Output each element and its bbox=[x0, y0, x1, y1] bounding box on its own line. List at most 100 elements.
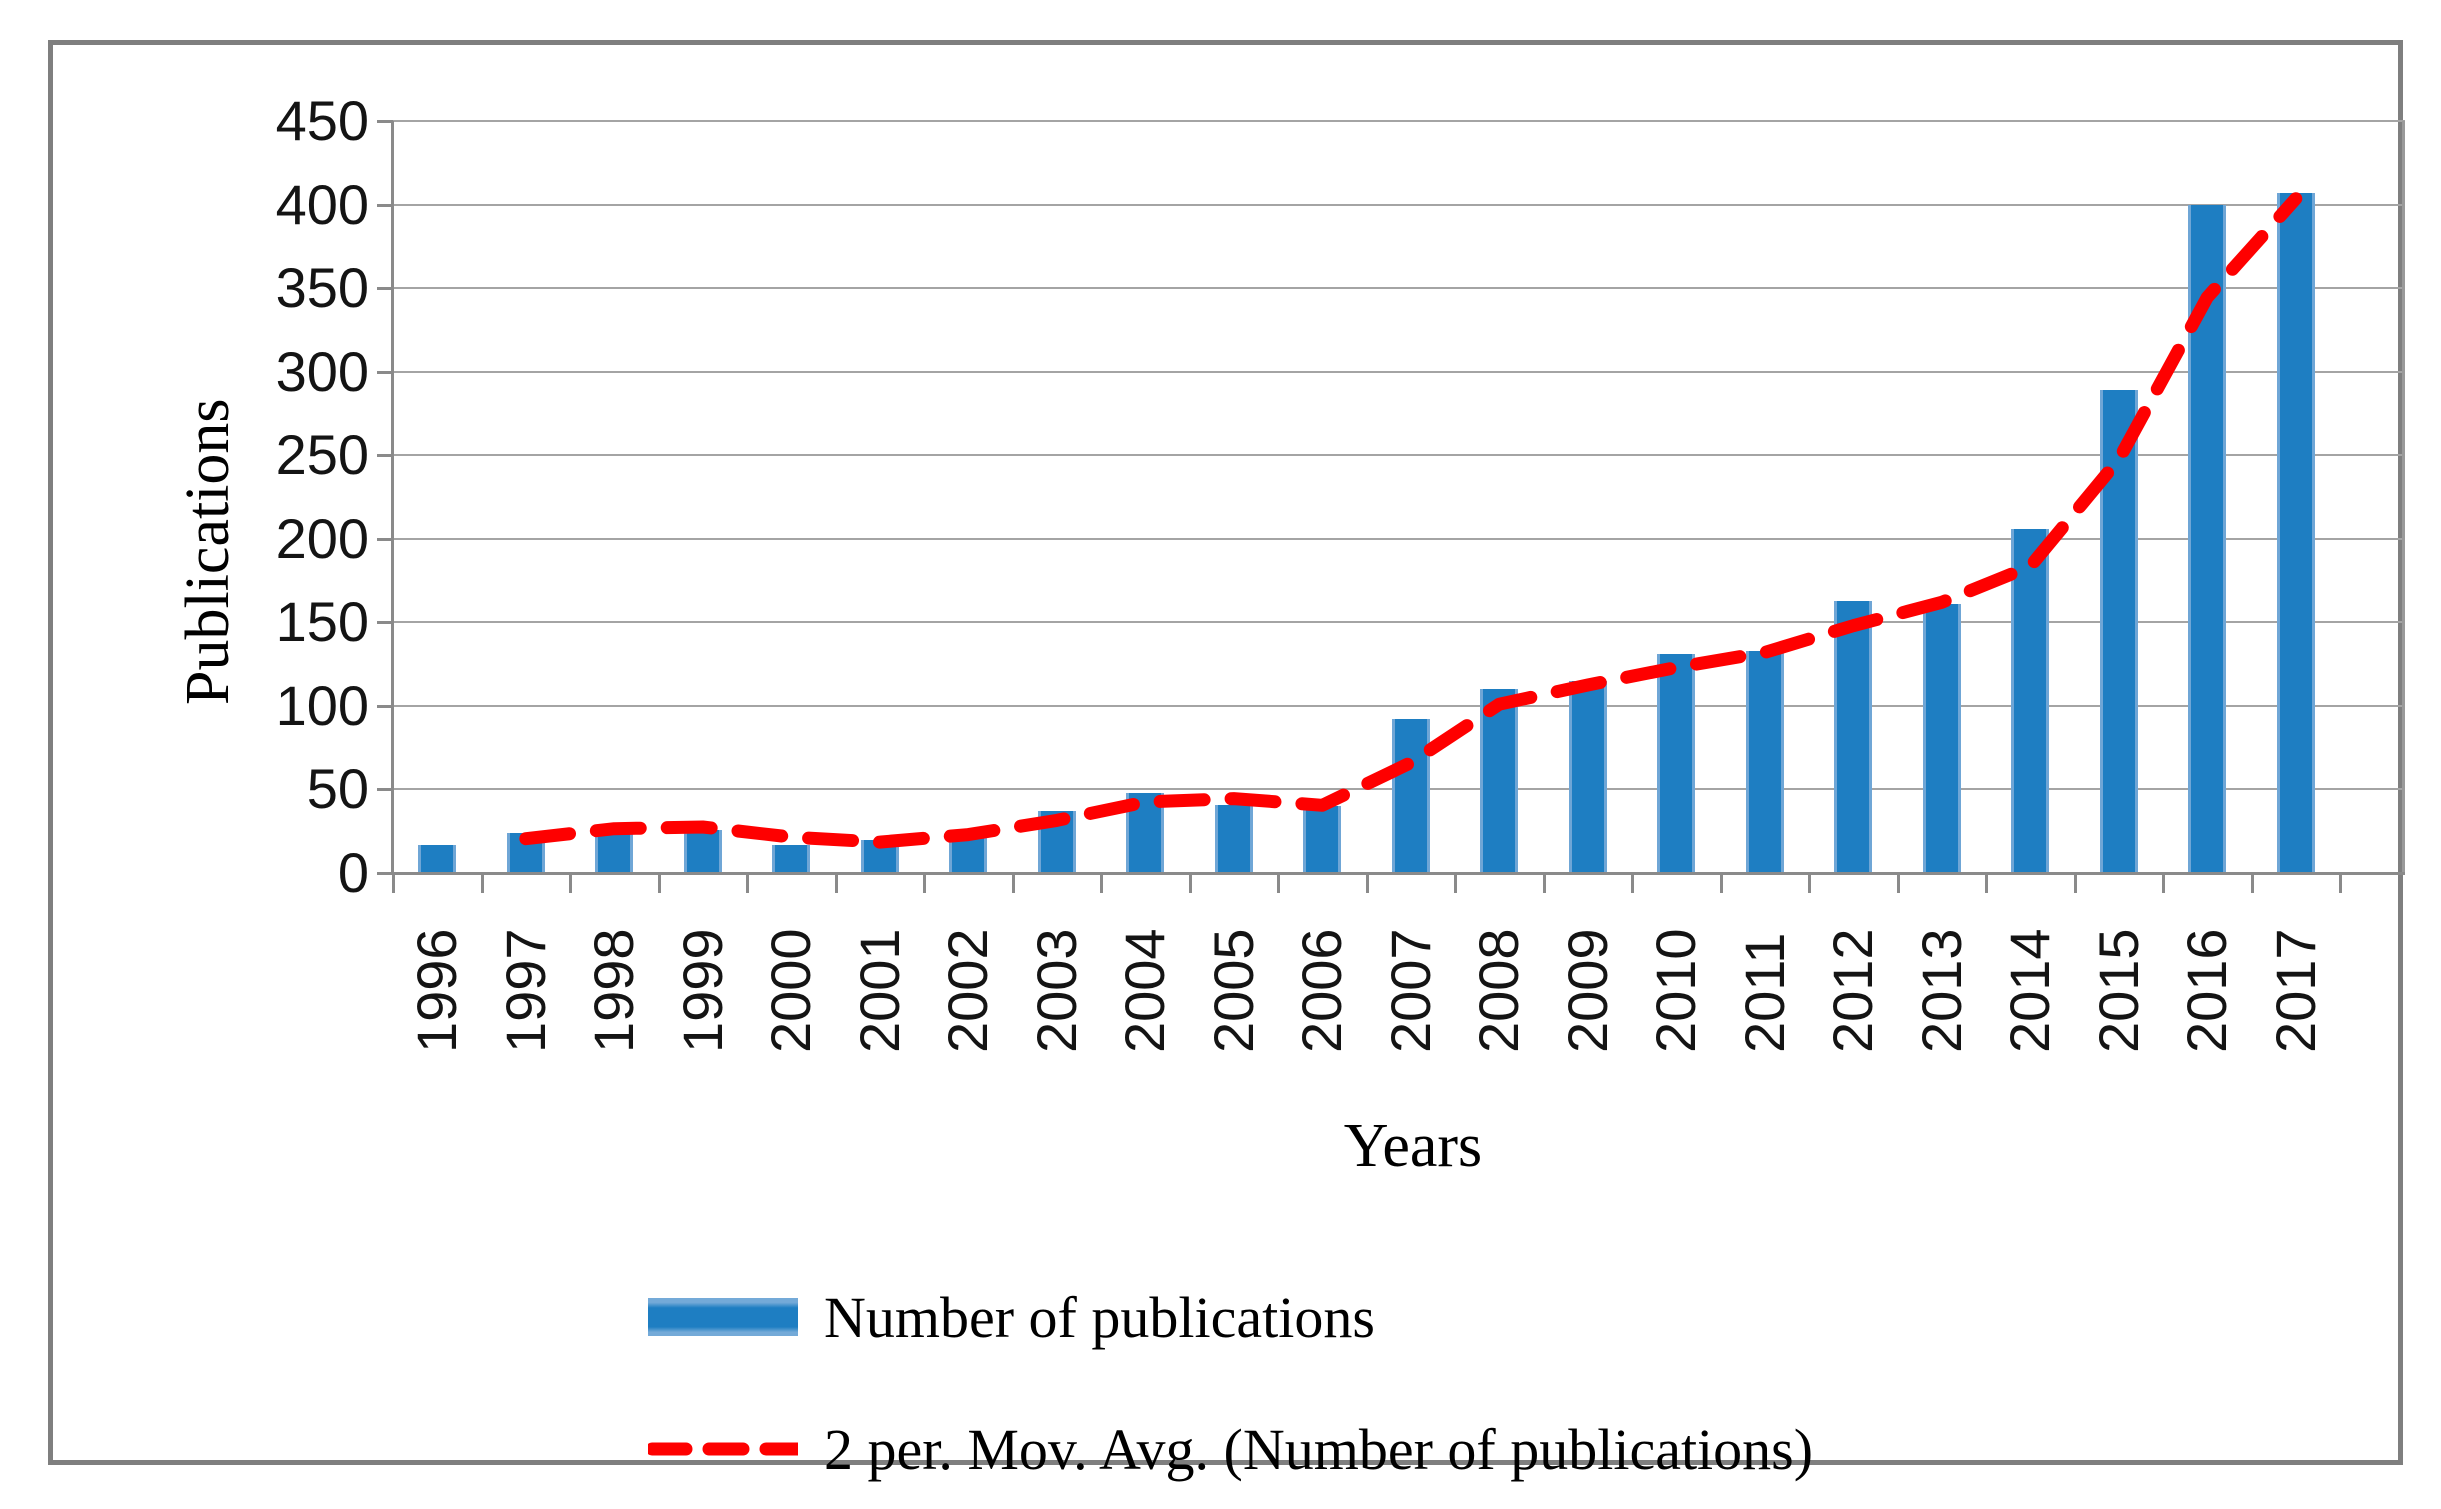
y-tick-label-200: 200 bbox=[275, 506, 369, 570]
y-tick-label-400: 400 bbox=[275, 172, 369, 236]
x-tick-label-2006: 2006 bbox=[1290, 928, 1354, 1053]
x-tick-15 bbox=[1719, 873, 1723, 893]
x-tick-label-2015: 2015 bbox=[2086, 928, 2150, 1053]
gridline-450 bbox=[393, 120, 2405, 122]
x-tick-14 bbox=[1631, 873, 1634, 893]
x-axis-line bbox=[393, 872, 2405, 875]
x-tick-1 bbox=[480, 873, 484, 893]
bar-2017 bbox=[2276, 192, 2315, 873]
x-tick-18 bbox=[1985, 873, 1988, 893]
legend-label: 2 per. Mov. Avg. (Number of publications… bbox=[824, 1416, 1814, 1482]
legend-item-moving-average: 2 per. Mov. Avg. (Number of publications… bbox=[648, 1416, 1814, 1482]
plot-right-border bbox=[2402, 121, 2405, 873]
x-tick-label-2008: 2008 bbox=[1467, 928, 1531, 1053]
bar-2014 bbox=[2011, 528, 2050, 873]
x-tick-2 bbox=[569, 873, 572, 893]
bar-2005 bbox=[1214, 804, 1253, 873]
gridline-100 bbox=[393, 704, 2405, 707]
y-tick-350 bbox=[377, 287, 393, 291]
x-tick-label-2009: 2009 bbox=[1555, 928, 1619, 1053]
x-tick-5 bbox=[834, 873, 838, 893]
blue-bar-swatch bbox=[648, 1298, 798, 1336]
x-tick-label-2007: 2007 bbox=[1378, 928, 1442, 1053]
red-dashed-line-swatch bbox=[648, 1442, 798, 1456]
legend-item-publications: Number of publications bbox=[648, 1284, 1375, 1350]
x-tick-16 bbox=[1808, 873, 1811, 893]
plot-area bbox=[391, 120, 2405, 875]
x-tick-label-1996: 1996 bbox=[405, 928, 469, 1053]
y-tick-200 bbox=[377, 537, 393, 541]
x-tick-label-2014: 2014 bbox=[1998, 928, 2062, 1053]
x-tick-label-2011: 2011 bbox=[1732, 932, 1796, 1053]
gridline-200 bbox=[393, 537, 2405, 540]
y-tick-label-100: 100 bbox=[275, 673, 369, 737]
gridline-150 bbox=[393, 621, 2405, 624]
x-tick-20 bbox=[2162, 873, 2165, 893]
gridline-400 bbox=[393, 203, 2405, 206]
x-tick-8 bbox=[1100, 873, 1103, 893]
bar-2013 bbox=[1922, 603, 1961, 873]
y-tick-300 bbox=[377, 370, 393, 374]
gridline-350 bbox=[393, 287, 2405, 290]
x-tick-label-1998: 1998 bbox=[582, 928, 646, 1053]
y-tick-label-350: 350 bbox=[275, 256, 369, 320]
gridline-300 bbox=[393, 370, 2405, 373]
x-tick-0 bbox=[392, 873, 395, 893]
bar-2009 bbox=[1568, 680, 1607, 873]
y-tick-label-0: 0 bbox=[337, 841, 369, 904]
x-tick-label-2013: 2013 bbox=[1909, 928, 1973, 1053]
y-tick-label-250: 250 bbox=[275, 423, 369, 487]
bar-2012 bbox=[1834, 600, 1873, 873]
x-tick-21 bbox=[2250, 873, 2254, 893]
y-tick-50 bbox=[377, 788, 393, 792]
x-tick-label-2002: 2002 bbox=[936, 928, 1000, 1053]
bar-2008 bbox=[1480, 689, 1519, 873]
x-axis-title: Years bbox=[1343, 1112, 1483, 1180]
x-tick-label-1999: 1999 bbox=[670, 928, 734, 1053]
bar-2007 bbox=[1391, 719, 1430, 873]
y-axis-title: Publications bbox=[174, 398, 242, 705]
y-tick-label-150: 150 bbox=[275, 590, 369, 654]
y-axis-line bbox=[391, 121, 394, 875]
y-tick-label-450: 450 bbox=[275, 89, 369, 152]
x-tick-6 bbox=[923, 873, 926, 893]
x-tick-12 bbox=[1454, 873, 1457, 893]
x-tick-10 bbox=[1277, 873, 1280, 893]
bar-2000 bbox=[772, 844, 811, 873]
y-tick-250 bbox=[377, 454, 393, 458]
x-tick-4 bbox=[746, 873, 749, 893]
x-tick-label-2016: 2016 bbox=[2175, 928, 2239, 1053]
moving-average-line bbox=[519, 192, 2303, 849]
x-tick-17 bbox=[1896, 873, 1900, 893]
y-tick-450 bbox=[377, 120, 393, 123]
x-tick-11 bbox=[1365, 873, 1369, 893]
y-tick-400 bbox=[377, 203, 393, 207]
x-tick-label-2017: 2017 bbox=[2263, 928, 2327, 1053]
x-tick-label-2010: 2010 bbox=[1644, 928, 1708, 1053]
x-tick-label-2001: 2001 bbox=[847, 928, 911, 1053]
legend-label: Number of publications bbox=[824, 1284, 1375, 1350]
gridline-250 bbox=[393, 454, 2405, 457]
x-tick-label-2004: 2004 bbox=[1113, 928, 1177, 1053]
y-tick-label-300: 300 bbox=[275, 339, 369, 403]
x-tick-label-2005: 2005 bbox=[1201, 928, 1265, 1053]
bar-1996 bbox=[418, 844, 457, 873]
bar-2010 bbox=[1657, 654, 1696, 873]
y-tick-100 bbox=[377, 704, 393, 708]
x-tick-19 bbox=[2073, 873, 2077, 893]
y-tick-label-50: 50 bbox=[306, 757, 369, 821]
bar-2006 bbox=[1303, 806, 1342, 873]
x-tick-label-2012: 2012 bbox=[1821, 928, 1885, 1053]
x-tick-22 bbox=[2339, 873, 2342, 893]
x-tick-label-2000: 2000 bbox=[759, 928, 823, 1053]
x-tick-label-1997: 1997 bbox=[493, 928, 557, 1053]
x-tick-9 bbox=[1188, 873, 1192, 893]
x-tick-13 bbox=[1542, 873, 1546, 893]
y-tick-150 bbox=[377, 621, 393, 625]
x-tick-label-2003: 2003 bbox=[1024, 928, 1088, 1053]
chart-outer-frame: 0 50 100 150 200 250 300 350 400 450 1996 1997 1998… bbox=[48, 40, 2405, 1482]
bar-2011 bbox=[1745, 650, 1784, 873]
bar-1999 bbox=[683, 829, 722, 873]
x-tick-7 bbox=[1011, 873, 1015, 893]
